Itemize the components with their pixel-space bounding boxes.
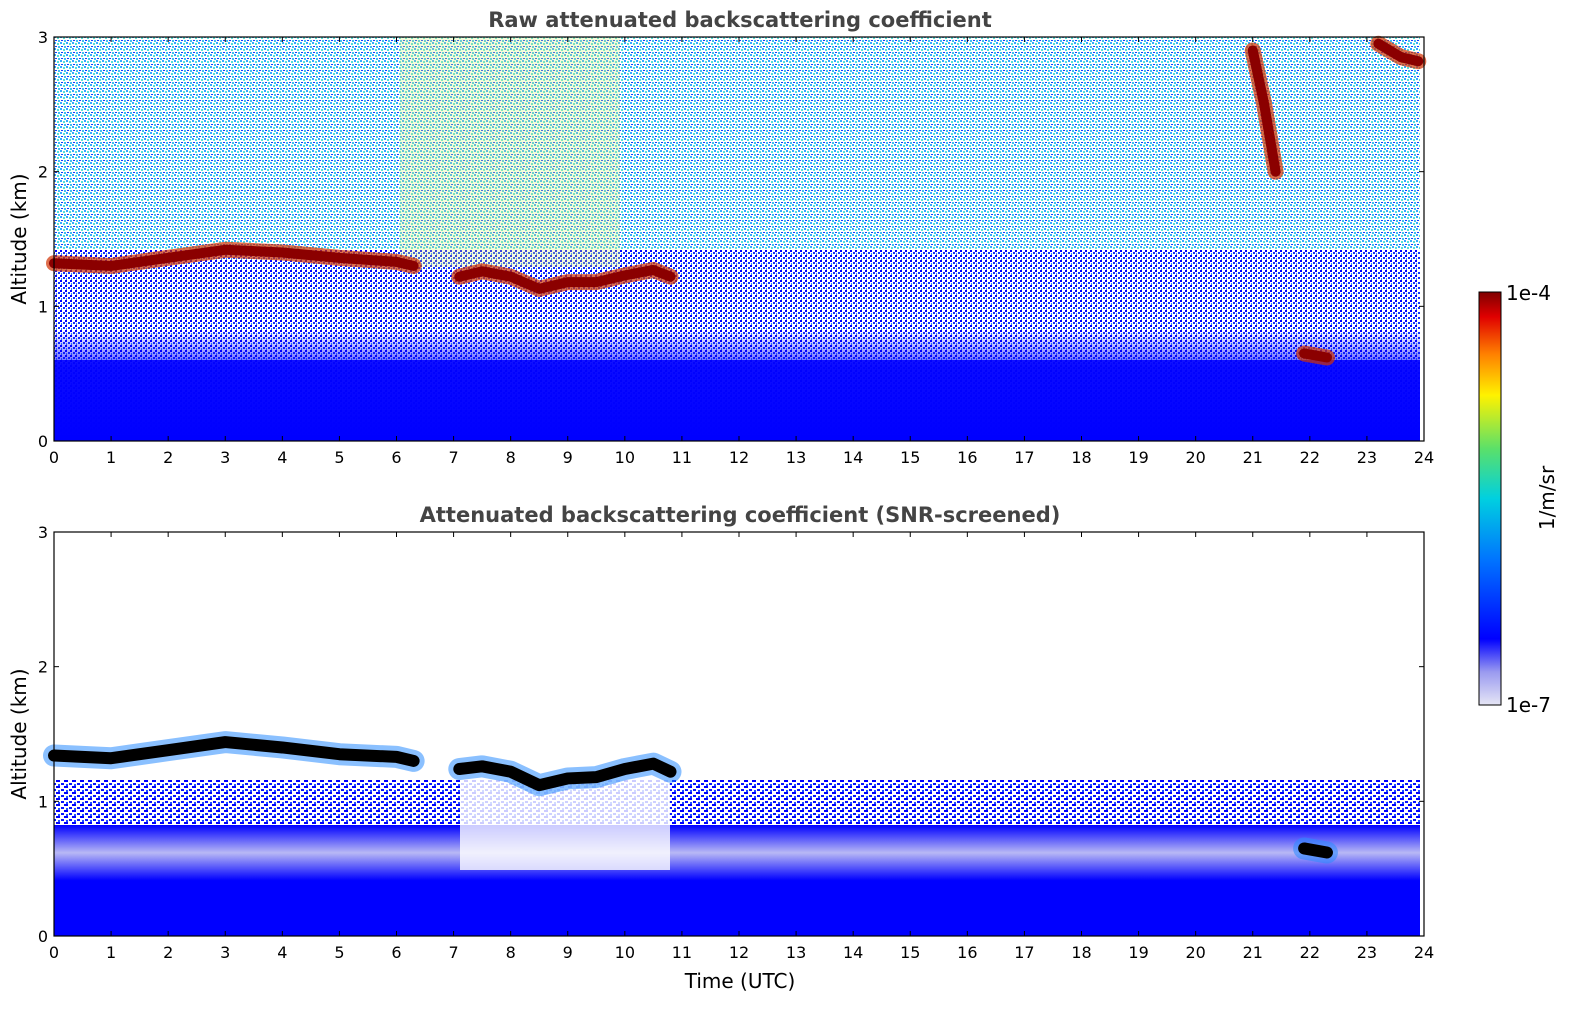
x-tick-label: 5 bbox=[334, 943, 344, 962]
x-tick-label: 13 bbox=[786, 448, 806, 467]
x-tick-label: 1 bbox=[106, 448, 116, 467]
x-tick-label: 18 bbox=[1071, 448, 1091, 467]
y-tick-label: 1 bbox=[38, 792, 48, 811]
x-tick-label: 10 bbox=[615, 943, 635, 962]
y-axis-label: Altitude (km) bbox=[7, 173, 31, 304]
y-tick-label: 2 bbox=[38, 163, 48, 182]
x-tick-label: 0 bbox=[49, 448, 59, 467]
axes: 0 1 2 3 4 5 6 7 8 9 10 11 12 13 14 15 16 17 18 19 20 21 22 23 24… bbox=[38, 28, 1434, 467]
x-tick-label: 9 bbox=[563, 448, 573, 467]
colorbar-title: 1/m/sr bbox=[1535, 465, 1559, 530]
y-tick-label: 3 bbox=[38, 28, 48, 47]
x-tick-label: 23 bbox=[1357, 943, 1377, 962]
x-tick-label: 14 bbox=[843, 448, 863, 467]
x-axis-label: Time (UTC) bbox=[684, 969, 796, 993]
axes: 0 1 2 3 4 5 6 7 8 9 10 11 12 13 14 15 16 17 18 19 20 21 22 23 24… bbox=[38, 523, 1434, 962]
x-tick-label: 8 bbox=[506, 448, 516, 467]
x-tick-label: 9 bbox=[563, 943, 573, 962]
cloud-layer bbox=[454, 264, 676, 294]
y-tick-label: 2 bbox=[38, 658, 48, 677]
x-tick-label: 12 bbox=[729, 448, 749, 467]
x-tick-label: 4 bbox=[277, 448, 287, 467]
x-tick-label: 21 bbox=[1243, 448, 1263, 467]
x-tick-label: 24 bbox=[1414, 448, 1434, 467]
x-tick-label: 5 bbox=[334, 448, 344, 467]
x-tick-label: 6 bbox=[391, 943, 401, 962]
x-tick-label: 4 bbox=[277, 943, 287, 962]
x-tick-label: 11 bbox=[672, 448, 692, 467]
x-tick-label: 10 bbox=[615, 448, 635, 467]
x-tick-label: 24 bbox=[1414, 943, 1434, 962]
x-tick-label: 15 bbox=[900, 943, 920, 962]
colorbar: 1e-4 1e-7 1/m/sr bbox=[1478, 281, 1559, 717]
x-tick-label: 16 bbox=[957, 448, 977, 467]
cloud-layers bbox=[46, 35, 1427, 366]
x-tick-label: 20 bbox=[1185, 943, 1205, 962]
x-tick-label: 22 bbox=[1300, 943, 1320, 962]
x-tick-label: 7 bbox=[448, 943, 458, 962]
heatmap-area bbox=[46, 35, 1427, 441]
cloud-layer bbox=[49, 244, 419, 271]
x-tick-label: 23 bbox=[1357, 448, 1377, 467]
x-tick-label: 8 bbox=[506, 943, 516, 962]
y-tick-label: 0 bbox=[38, 432, 48, 451]
x-tick-label: 22 bbox=[1300, 448, 1320, 467]
cloud-layer bbox=[1298, 842, 1333, 859]
chart-title: Raw attenuated backscattering coefficien… bbox=[488, 8, 992, 32]
x-tick-label: 14 bbox=[843, 943, 863, 962]
cloud-layer bbox=[1373, 38, 1424, 67]
x-tick-label: 19 bbox=[1128, 943, 1148, 962]
y-axis-label: Altitude (km) bbox=[7, 668, 31, 799]
x-tick-label: 21 bbox=[1243, 943, 1263, 962]
cloud-layer bbox=[1299, 348, 1332, 363]
colorbar-min-label: 1e-7 bbox=[1506, 693, 1551, 717]
y-tick-label: 0 bbox=[38, 927, 48, 946]
x-tick-label: 2 bbox=[163, 943, 173, 962]
x-tick-label: 3 bbox=[220, 943, 230, 962]
x-tick-label: 12 bbox=[729, 943, 749, 962]
colorbar-gradient bbox=[1478, 291, 1502, 706]
x-tick-label: 11 bbox=[672, 943, 692, 962]
x-tick-label: 19 bbox=[1128, 448, 1148, 467]
cloud-layer bbox=[48, 736, 420, 767]
x-tick-label: 16 bbox=[957, 943, 977, 962]
cloud-layer bbox=[453, 757, 677, 792]
cloud-layer bbox=[1247, 45, 1281, 177]
panel-snr: Attenuated backscattering coefficient (S… bbox=[7, 503, 1434, 993]
x-tick-label: 2 bbox=[163, 448, 173, 467]
cloud-layers bbox=[43, 731, 1338, 864]
x-tick-label: 17 bbox=[1014, 448, 1034, 467]
chart-title: Attenuated backscattering coefficient (S… bbox=[420, 503, 1061, 527]
x-tick-label: 1 bbox=[106, 943, 116, 962]
x-tick-label: 3 bbox=[220, 448, 230, 467]
x-tick-label: 6 bbox=[391, 448, 401, 467]
x-tick-label: 15 bbox=[900, 448, 920, 467]
colorbar-max-label: 1e-4 bbox=[1506, 281, 1551, 305]
x-tick-label: 13 bbox=[786, 943, 806, 962]
panel-raw: Raw attenuated backscattering coefficien… bbox=[7, 8, 1434, 467]
x-tick-label: 0 bbox=[49, 943, 59, 962]
x-tick-label: 18 bbox=[1071, 943, 1091, 962]
x-tick-label: 7 bbox=[448, 448, 458, 467]
heatmap-area bbox=[43, 532, 1420, 936]
y-tick-label: 3 bbox=[38, 523, 48, 542]
y-tick-label: 1 bbox=[38, 297, 48, 316]
x-tick-label: 17 bbox=[1014, 943, 1034, 962]
x-tick-label: 20 bbox=[1185, 448, 1205, 467]
